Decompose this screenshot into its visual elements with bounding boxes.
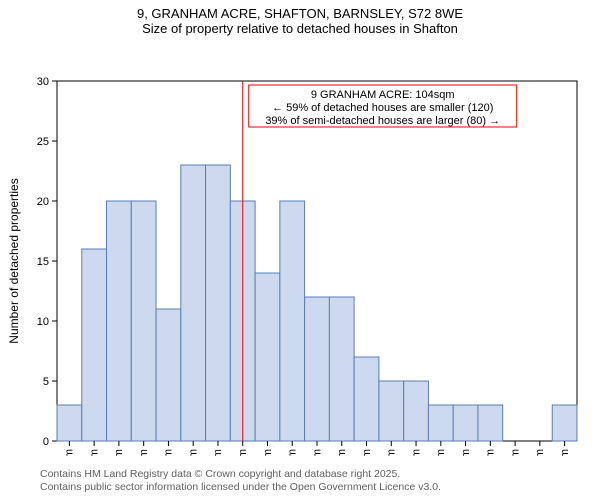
histogram-bar: [428, 405, 453, 441]
histogram-bar: [255, 273, 280, 441]
ytick-label: 0: [43, 436, 49, 448]
y-axis-label: Number of detached properties: [7, 178, 21, 343]
xtick-label: 159sqm: [410, 449, 422, 456]
xtick-label: 109sqm: [262, 449, 274, 456]
annotation-line3: 39% of semi-detached houses are larger (…: [265, 115, 500, 127]
ytick-label: 5: [43, 376, 49, 388]
xtick-label: 68sqm: [138, 449, 150, 456]
chart-container: 9, GRANHAM ACRE, SHAFTON, BARNSLEY, S72 …: [0, 0, 600, 500]
xtick-label: 192sqm: [509, 449, 521, 456]
histogram-bar: [181, 165, 206, 441]
annotation-line1: 9 GRANHAM ACRE: 104sqm: [311, 89, 455, 101]
xtick-label: 151sqm: [386, 449, 398, 456]
xtick-label: 208sqm: [559, 449, 571, 456]
xtick-label: 76sqm: [163, 449, 175, 456]
histogram-bar: [453, 405, 478, 441]
chart-svg: 0 5 10 15 20 25 30 43sqm 51sqm 60sqm 68sqm 76sqm 84s…: [0, 36, 600, 456]
xtick-label: 167sqm: [435, 449, 447, 456]
xtick-label: 184sqm: [485, 449, 497, 456]
xtick-label: 117sqm: [287, 449, 299, 456]
ytick-label: 15: [37, 256, 49, 268]
ytick-label: 25: [37, 136, 49, 148]
histogram-bar: [552, 405, 577, 441]
histogram-bar: [57, 405, 82, 441]
xtick-label: 101sqm: [237, 449, 249, 456]
histogram-bar: [82, 249, 107, 441]
xtick-label: 60sqm: [113, 449, 125, 456]
xtick-label: 142sqm: [361, 449, 373, 456]
footer-attribution: Contains HM Land Registry data © Crown c…: [40, 468, 441, 494]
annotation-line2: ← 59% of detached houses are smaller (12…: [272, 102, 493, 114]
ytick-label: 10: [37, 316, 49, 328]
histogram: 0 5 10 15 20 25 30 43sqm 51sqm 60sqm 68sqm 76sqm 84s…: [0, 36, 600, 456]
xtick-label: 200sqm: [534, 449, 546, 456]
histogram-bar: [107, 201, 132, 441]
xtick-label: 126sqm: [311, 449, 323, 456]
xtick-label: 84sqm: [187, 449, 199, 456]
histogram-bar: [329, 297, 354, 441]
title-line1: 9, GRANHAM ACRE, SHAFTON, BARNSLEY, S72 …: [0, 6, 600, 21]
histogram-bar: [156, 309, 181, 441]
histogram-bar: [478, 405, 503, 441]
footer-line2: Contains public sector information licen…: [40, 481, 441, 494]
ytick-label: 20: [37, 196, 49, 208]
xtick-label: 134sqm: [336, 449, 348, 456]
histogram-bar: [404, 381, 429, 441]
histogram-bar: [131, 201, 156, 441]
title-line2: Size of property relative to detached ho…: [0, 21, 600, 36]
histogram-bar: [206, 165, 231, 441]
ytick-label: 30: [37, 76, 49, 88]
xtick-label: 43sqm: [64, 449, 76, 456]
histogram-bar: [379, 381, 404, 441]
footer-line1: Contains HM Land Registry data © Crown c…: [40, 468, 441, 481]
histogram-bar: [280, 201, 305, 441]
xtick-label: 51sqm: [88, 449, 100, 456]
xtick-label: 93sqm: [212, 449, 224, 456]
title-block: 9, GRANHAM ACRE, SHAFTON, BARNSLEY, S72 …: [0, 0, 600, 36]
xtick-label: 175sqm: [460, 449, 472, 456]
histogram-bar: [354, 357, 379, 441]
histogram-bar: [305, 297, 330, 441]
